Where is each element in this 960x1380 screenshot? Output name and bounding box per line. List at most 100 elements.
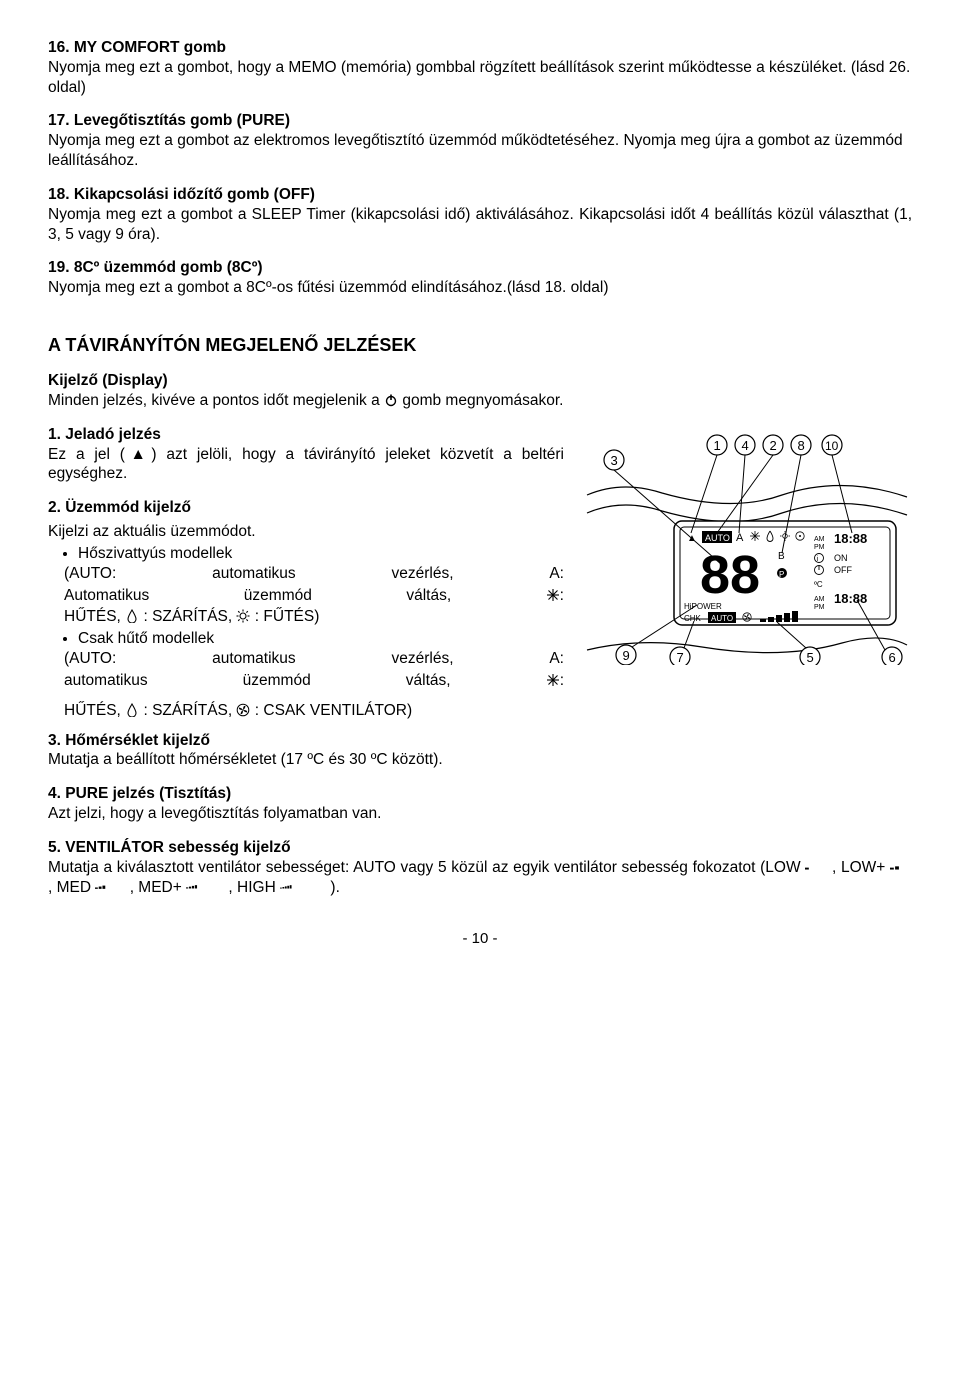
sun-icon (236, 609, 250, 623)
display-body-a: Minden jelzés, kivéve a pontos időt megj… (48, 392, 384, 409)
hp-l3b: : SZÁRÍTÁS, (143, 608, 236, 625)
section-2-title: 2. Üzemmód kijelző (48, 499, 191, 516)
s5b: , LOW+ (832, 859, 885, 876)
mode-heatpump: Hőszivattyús modellek (AUTO: automatikus… (78, 544, 564, 627)
section-3-body: Mutatja a beállított hőmérsékletet (17 º… (48, 751, 443, 768)
mode-heatpump-detail: (AUTO: automatikus vezérlés, A: Automati… (64, 564, 564, 627)
co-l2d: : (546, 671, 564, 691)
label-10: 10 (825, 439, 839, 453)
power-icon (384, 393, 398, 407)
section-1: 1. Jeladó jelzés Ez a jel (▲) azt jelöli… (48, 425, 564, 484)
svg-text:PM: PM (814, 604, 825, 611)
label-4: 4 (742, 438, 749, 453)
s5d: , MED+ (130, 879, 182, 896)
section-1-body: Ez a jel (▲) azt jelöli, hogy a távirány… (48, 446, 564, 483)
svg-text:AM: AM (814, 596, 825, 603)
label-9: 9 (623, 648, 630, 663)
section-17-title: 17. Levegőtisztítás gomb (PURE) (48, 112, 290, 129)
section-3-title: 3. Hőmérséklet kijelző (48, 732, 210, 749)
hp-l1a: (AUTO: (64, 564, 116, 584)
hp-l3c: : FŰTÉS) (255, 608, 320, 625)
section-4-body: Azt jelzi, hogy a levegőtisztítás folyam… (48, 805, 381, 822)
bar3-icon (95, 880, 125, 894)
section-18: 18. Kikapcsolási időzítő gomb (OFF) Nyom… (48, 185, 912, 244)
mode-coolonly: Csak hűtő modellek (AUTO: automatikus ve… (78, 629, 564, 690)
hp-l2a: Automatikus (64, 586, 149, 606)
drop-icon (125, 609, 139, 623)
co-l1c: vezérlés, (391, 649, 453, 669)
hp-l2c: váltás, (406, 586, 451, 606)
diagram-area: 88 ▲ AUTO A AM 18:88 PM i ON OFF ºC AM 1… (582, 425, 912, 671)
label-1: 1 (714, 438, 721, 453)
hp-l1c: vezérlés, (391, 564, 453, 584)
section-17: 17. Levegőtisztítás gomb (PURE) Nyomja m… (48, 111, 912, 170)
section-17-body: Nyomja meg ezt a gombot az elektromos le… (48, 132, 903, 169)
svg-text:OFF: OFF (834, 565, 852, 575)
svg-text:18:88: 18:88 (834, 591, 867, 606)
mode-coolonly-detail: (AUTO: automatikus vezérlés, A: automati… (64, 649, 564, 691)
section-16: 16. MY COMFORT gomb Nyomja meg ezt a gom… (48, 38, 912, 97)
two-column-area: 1. Jeladó jelzés Ez a jel (▲) azt jelöli… (48, 425, 912, 731)
bar4-icon (186, 880, 224, 894)
svg-text:ON: ON (834, 553, 848, 563)
mode-coolonly-label: Csak hűtő modellek (78, 630, 214, 647)
display-title: Kijelző (Display) (48, 372, 168, 389)
section-18-title: 18. Kikapcsolási időzítő gomb (OFF) (48, 186, 315, 203)
section-16-title: 16. MY COMFORT gomb (48, 39, 226, 56)
co-l1d: A: (549, 649, 564, 669)
section-19-title: 19. 8Cº üzemmód gomb (8Cº) (48, 259, 263, 276)
mode-list: Hőszivattyús modellek (AUTO: automatikus… (48, 544, 564, 691)
co-l2b: üzemmód (243, 671, 311, 691)
svg-text:AUTO: AUTO (711, 614, 733, 623)
co-l1a: (AUTO: (64, 649, 116, 669)
bar1-icon (805, 860, 827, 874)
bar2-icon (890, 860, 912, 874)
hp-l1d: A: (549, 564, 564, 584)
section-2-intro: Kijelzi az aktuális üzemmódot. (48, 522, 564, 542)
section-4: 4. PURE jelzés (Tisztítás) Azt jelzi, ho… (48, 784, 912, 824)
co-l3c: : CSAK VENTILÁTOR) (255, 702, 412, 719)
coolonly-line3: HŰTÉS, : SZÁRÍTÁS, : CSAK VENTILÁTOR) (64, 701, 564, 721)
label-2: 2 (770, 438, 777, 453)
svg-text:ºC: ºC (814, 580, 823, 589)
section-18-body: Nyomja meg ezt a gombot a SLEEP Timer (k… (48, 206, 912, 243)
co-l2c: váltás, (406, 671, 451, 691)
section-19-body: Nyomja meg ezt a gombot a 8Cº-os fűtési … (48, 279, 609, 296)
svg-text:B: B (778, 551, 785, 562)
section-5: 5. VENTILÁTOR sebesség kijelző Mutatja a… (48, 838, 912, 897)
section-1-title: 1. Jeladó jelzés (48, 426, 161, 443)
hp-l2b: üzemmód (244, 586, 312, 606)
label-7: 7 (677, 650, 684, 665)
display-body-b: gomb megnyomásakor. (402, 392, 563, 409)
label-3: 3 (611, 453, 618, 468)
svg-text:A: A (736, 532, 744, 544)
page-number: - 10 - (48, 929, 912, 948)
label-6: 6 (889, 650, 896, 665)
display-para: Kijelző (Display) Minden jelzés, kivéve … (48, 371, 912, 411)
s5c: , MED (48, 879, 91, 896)
svg-text:AUTO: AUTO (705, 533, 730, 543)
hp-l3a: HŰTÉS, (64, 608, 125, 625)
snowflake-icon (546, 673, 560, 687)
section-19: 19. 8Cº üzemmód gomb (8Cº) Nyomja meg ez… (48, 258, 912, 298)
fan-icon (236, 703, 250, 717)
drop-icon (125, 703, 139, 717)
svg-text:AM: AM (814, 536, 825, 543)
co-l1b: automatikus (212, 649, 296, 669)
section-16-body: Nyomja meg ezt a gombot, hogy a MEMO (me… (48, 59, 910, 96)
snowflake-icon (546, 588, 560, 602)
s5e: , HIGH (228, 879, 275, 896)
section-4-title: 4. PURE jelzés (Tisztítás) (48, 785, 231, 802)
remote-diagram: 88 ▲ AUTO A AM 18:88 PM i ON OFF ºC AM 1… (582, 425, 912, 665)
hp-l1b: automatikus (212, 564, 296, 584)
svg-text:P: P (779, 570, 784, 579)
section-5-title: 5. VENTILÁTOR sebesség kijelző (48, 839, 291, 856)
s5a: Mutatja a kiválasztott ventilátor sebess… (48, 859, 801, 876)
heading-signals: A TÁVIRÁNYÍTÓN MEGJELENŐ JELZÉSEK (48, 334, 912, 357)
co-l2a: automatikus (64, 671, 148, 691)
s5f: ). (330, 879, 339, 896)
co-l3b: : SZÁRÍTÁS, (143, 702, 236, 719)
svg-text:PM: PM (814, 544, 825, 551)
label-8: 8 (798, 438, 805, 453)
mode-heatpump-label: Hőszivattyús modellek (78, 545, 232, 562)
